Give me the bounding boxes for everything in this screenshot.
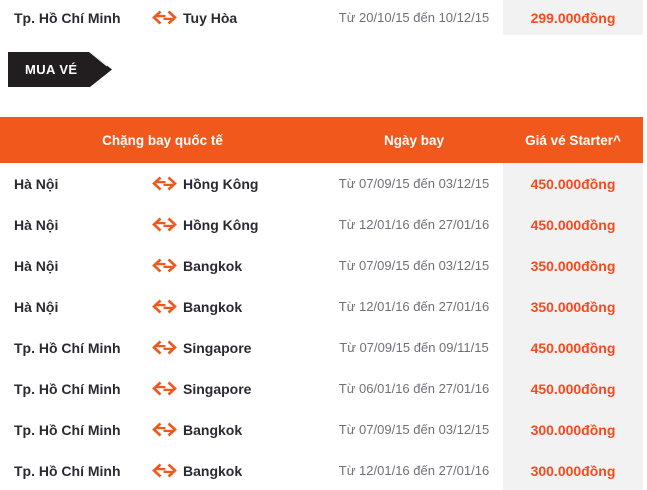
fare-table-body: Hà Nội Hồng Kông Từ 07/09/15 đến 03/12/1… [0, 163, 643, 490]
header-route-column: Chặng bay quốc tế [102, 132, 223, 148]
travel-dates: Từ 07/09/15 đến 09/11/15 [339, 340, 489, 355]
origin-city: Hà Nội [14, 257, 59, 274]
fare-price: 300.000đồng [503, 450, 643, 490]
international-fare-table: Chặng bay quốc tế Ngày bay Giá vé Starte… [0, 117, 643, 490]
travel-dates: Từ 12/01/16 đến 27/01/16 [338, 299, 490, 314]
route-arrow-icon [148, 340, 180, 355]
destination-city: Hồng Kông [183, 175, 259, 192]
travel-dates: Từ 20/10/15 đến 10/12/15 [338, 10, 490, 25]
destination-city: Singapore [183, 339, 252, 356]
travel-dates: Từ 07/09/15 đến 03/12/15 [338, 176, 490, 191]
fare-price: 350.000đồng [503, 286, 643, 327]
route-arrow-icon [148, 463, 180, 478]
fare-table-header: Chặng bay quốc tế Ngày bay Giá vé Starte… [0, 117, 643, 163]
destination-city: Bangkok [183, 298, 243, 315]
destination-city: Singapore [183, 380, 252, 397]
header-price-column: Giá vé Starter^ [525, 132, 621, 148]
fare-row: Tp. Hồ Chí Minh Singapore Từ 07/09/15 đế… [0, 327, 643, 368]
destination-city: Bangkok [183, 421, 243, 438]
travel-dates: Từ 07/09/15 đến 03/12/15 [338, 422, 490, 437]
header-dates-column: Ngày bay [383, 132, 445, 148]
pennant-notch [86, 52, 109, 67]
fare-row: Tp. Hồ Chí Minh Bangkok Từ 07/09/15 đến … [0, 409, 643, 450]
fare-row: Hà Nội Bangkok Từ 12/01/16 đến 27/01/16 … [0, 286, 643, 327]
fare-price: 450.000đồng [503, 204, 643, 245]
route-arrow-icon [148, 381, 180, 396]
fare-row: Tp. Hồ Chí Minh Bangkok Từ 12/01/16 đến … [0, 450, 643, 490]
destination-city: Bangkok [183, 462, 243, 479]
origin-city: Hà Nội [14, 216, 59, 233]
fare-price: 450.000đồng [503, 368, 643, 409]
origin-city: Tp. Hồ Chí Minh [14, 380, 121, 397]
destination-city: Bangkok [183, 257, 243, 274]
deal-row-domestic: Tp. Hồ Chí Minh Tuy Hòa Từ 20/10/15 đến … [0, 0, 643, 35]
route-arrow-icon [148, 217, 180, 232]
buy-ticket-button[interactable]: MUA VÉ [8, 52, 112, 87]
fare-row: Hà Nội Hồng Kông Từ 12/01/16 đến 27/01/1… [0, 204, 643, 245]
route-arrow-icon [148, 299, 180, 314]
route-arrow-icon [148, 176, 180, 191]
travel-dates: Từ 07/09/15 đến 03/12/15 [338, 258, 490, 273]
fare-price: 450.000đồng [503, 163, 643, 204]
buy-ticket-label: MUA VÉ [25, 62, 78, 77]
destination-city: Tuy Hòa [183, 9, 238, 26]
fare-price: 450.000đồng [503, 327, 643, 368]
travel-dates: Từ 12/01/16 đến 27/01/16 [338, 217, 490, 232]
origin-city: Tp. Hồ Chí Minh [14, 9, 121, 26]
fare-price: 350.000đồng [503, 245, 643, 286]
fare-row: Hà Nội Bangkok Từ 07/09/15 đến 03/12/15 … [0, 245, 643, 286]
fare-row: Hà Nội Hồng Kông Từ 07/09/15 đến 03/12/1… [0, 163, 643, 204]
origin-city: Hà Nội [14, 175, 59, 192]
route-arrow-icon [148, 10, 180, 25]
fare-row: Tp. Hồ Chí Minh Singapore Từ 06/01/16 đế… [0, 368, 643, 409]
fare-price: 300.000đồng [503, 409, 643, 450]
destination-city: Hồng Kông [183, 216, 259, 233]
origin-city: Hà Nội [14, 298, 59, 315]
origin-city: Tp. Hồ Chí Minh [14, 339, 121, 356]
route-arrow-icon [148, 422, 180, 437]
fare-price: 299.000đồng [503, 0, 643, 35]
origin-city: Tp. Hồ Chí Minh [14, 421, 121, 438]
route-arrow-icon [148, 258, 180, 273]
origin-city: Tp. Hồ Chí Minh [14, 462, 121, 479]
travel-dates: Từ 06/01/16 đến 27/01/16 [338, 381, 490, 396]
travel-dates: Từ 12/01/16 đến 27/01/16 [338, 463, 490, 478]
